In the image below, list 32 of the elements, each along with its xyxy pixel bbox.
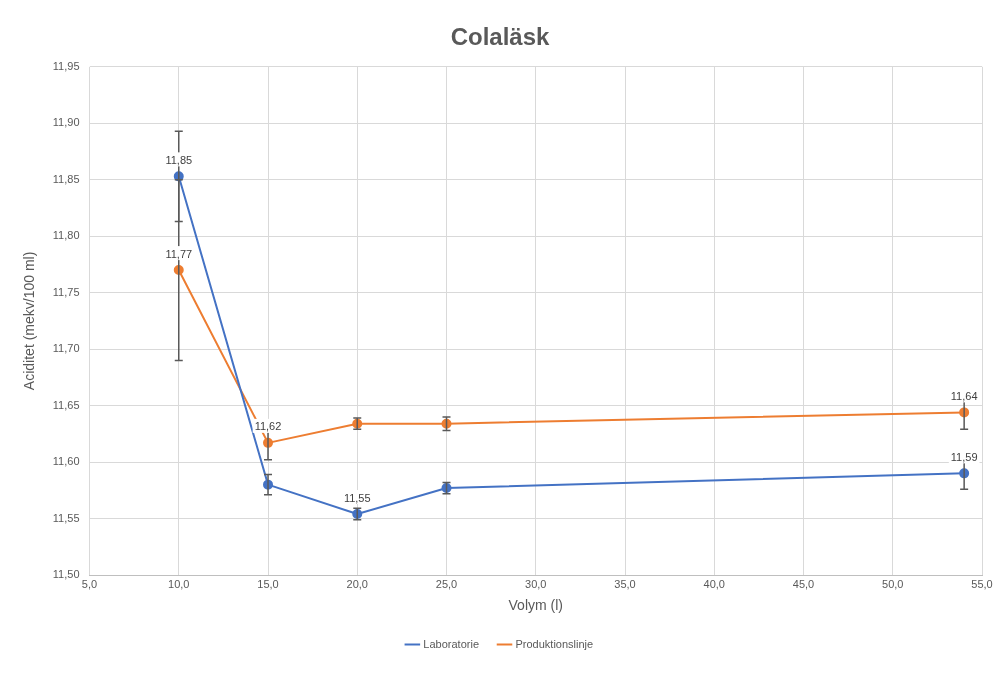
data-label: 11,55 — [343, 491, 371, 504]
legend-label: Laboratorie — [423, 637, 479, 650]
x-tick-label: 10,0 — [168, 577, 190, 590]
data-label: 11,62 — [254, 420, 282, 433]
chart-title: Colaläsk — [450, 23, 551, 51]
y-tick-label: 11,85 — [52, 172, 80, 185]
x-tick-label: 20,0 — [346, 577, 368, 590]
x-tick-label: 30,0 — [525, 577, 547, 590]
data-label: 11,59 — [950, 450, 978, 463]
y-tick-label: 11,90 — [52, 116, 80, 129]
y-tick-label: 11,65 — [52, 398, 80, 411]
x-tick-label: 5,0 — [81, 577, 98, 590]
x-tick-label: 50,0 — [882, 577, 904, 590]
x-tick-label: 55,0 — [971, 577, 993, 590]
y-tick-label: 11,80 — [52, 229, 80, 242]
y-tick-label: 11,60 — [52, 455, 80, 468]
x-tick-label: 15,0 — [257, 577, 279, 590]
data-label: 11,85 — [165, 153, 193, 166]
x-tick-label: 35,0 — [614, 577, 636, 590]
x-axis-title: Volym (l) — [508, 597, 563, 614]
legend-label: Produktionslinje — [515, 637, 594, 650]
data-label: 11,64 — [950, 389, 978, 402]
x-tick-label: 45,0 — [792, 577, 815, 590]
x-tick-label: 25,0 — [435, 577, 458, 590]
y-tick-label: 11,75 — [52, 285, 80, 298]
x-tick-label: 40,0 — [703, 577, 725, 590]
y-tick-label: 11,50 — [52, 568, 80, 581]
y-tick-label: 11,95 — [52, 59, 80, 72]
y-tick-label: 11,70 — [52, 342, 80, 355]
y-tick-label: 11,55 — [52, 511, 80, 524]
y-axis-title: Aciditet (mekv/100 ml) — [21, 251, 38, 391]
data-label: 11,77 — [165, 247, 193, 260]
